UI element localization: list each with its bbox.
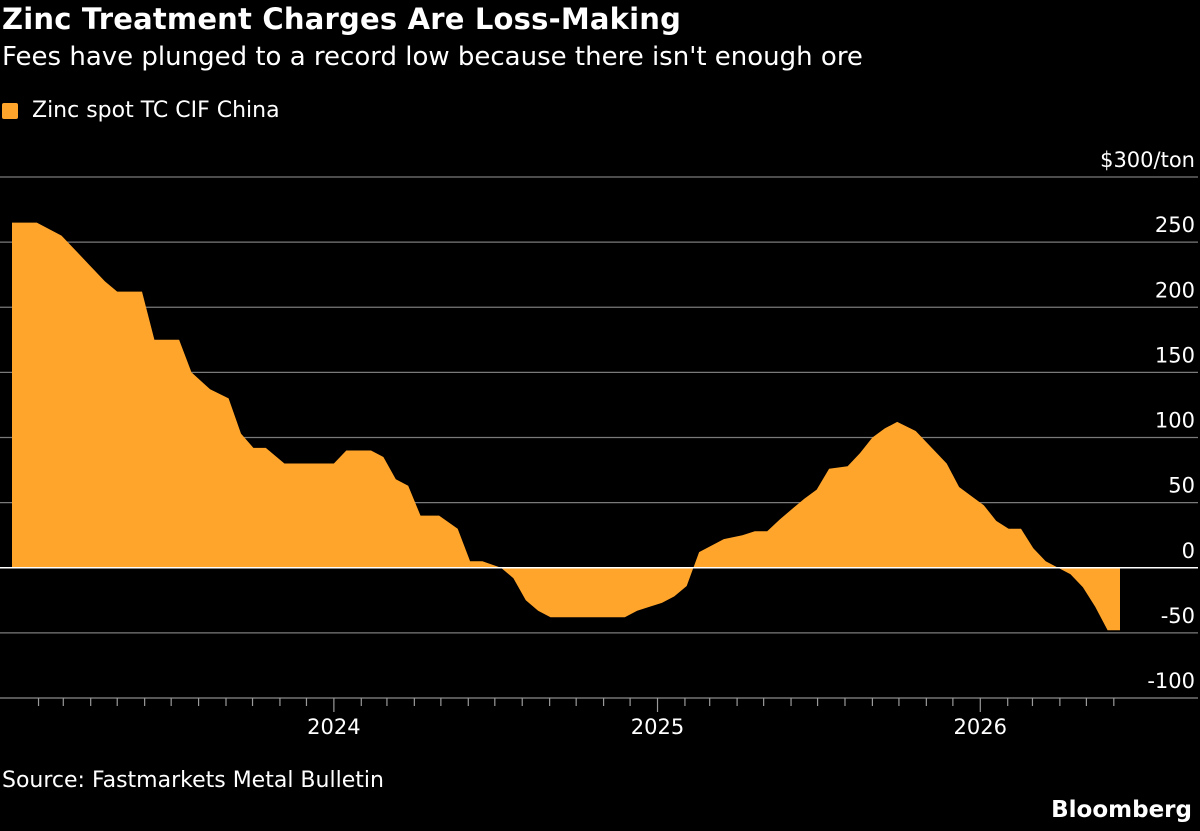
legend-swatch (2, 102, 18, 119)
x-tick-label: 2026 (954, 715, 1007, 739)
x-axis: 2024 2025 2026 (0, 697, 1198, 739)
y-tick-label: -50 (1161, 604, 1195, 628)
y-tick-label: 250 (1155, 213, 1195, 237)
x-tick-label: 2024 (307, 715, 360, 739)
y-tick-label: 150 (1155, 343, 1195, 367)
legend: Zinc spot TC CIF China (2, 98, 280, 123)
y-tick-label: -100 (1147, 669, 1195, 693)
source-note: Source: Fastmarkets Metal Bulletin (2, 768, 384, 793)
y-tick-label: 200 (1155, 278, 1195, 302)
x-tick-label: 2025 (631, 715, 684, 739)
legend-label: Zinc spot TC CIF China (32, 98, 280, 123)
y-tick-label: 0 (1182, 539, 1195, 563)
chart-area: 2024 2025 2026 -100 -50 0 50 100 150 200 250 $300/… (0, 148, 1198, 739)
y-tick-label: 50 (1168, 474, 1195, 498)
y-axis: -100 -50 0 50 100 150 200 250 $300/ton (1100, 148, 1195, 693)
chart-title: Zinc Treatment Charges Are Loss-Making (2, 2, 682, 36)
area-series-zinc-tc (12, 222, 1120, 631)
brand-logo: Bloomberg (1051, 797, 1192, 823)
y-tick-label: $300/ton (1100, 148, 1195, 172)
series-area (12, 222, 1120, 631)
chart-subtitle: Fees have plunged to a record low becaus… (2, 42, 863, 72)
y-tick-label: 100 (1155, 409, 1195, 433)
